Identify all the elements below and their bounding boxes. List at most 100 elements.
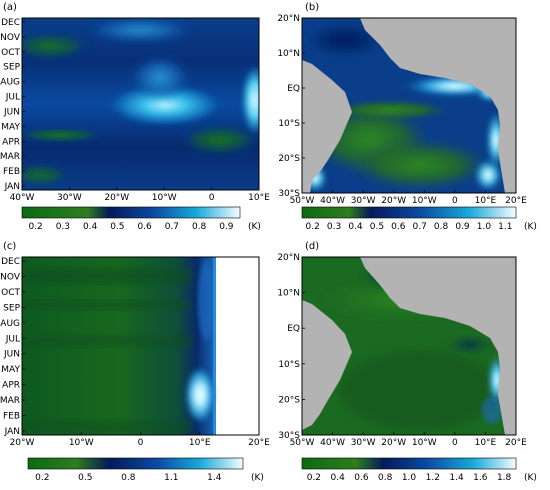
panel-b: (b) 50°W 40°W 30°W 20°W 10°W 0 10°E 20°E 20°N 10°N…	[277, 2, 527, 206]
panel-b-ytick-label: 20°S	[278, 154, 300, 164]
colorbar-c-tick: 0.8	[121, 473, 136, 483]
panel-c-xtick-label: 20°W	[10, 438, 35, 448]
colorbar-a-tick: 0.6	[137, 222, 152, 232]
panel-a-xtick-label: 10°W	[152, 193, 177, 203]
colorbar-a-tick: 0.4	[83, 222, 98, 232]
panel-d: (d) 50°W 40°W 30°W 20°W 10°W 0 10°E 20°E 20°N 10°N…	[277, 241, 527, 448]
panel-b-xtick-label: 50°W	[290, 196, 315, 206]
panel-c-field	[22, 257, 259, 435]
colorbar-d: 0.2 0.4 0.6 0.8 1.0 1.2 1.4 1.6 1.8 (K)	[301, 457, 537, 483]
panel-d-frame	[301, 256, 517, 436]
panel-c-ytick-label: MAR	[0, 396, 20, 406]
panel-a-xtick-label: 30°W	[57, 193, 82, 203]
panel-a-ytick-label: OCT	[1, 48, 20, 58]
colorbar-d-tick: 0.2	[307, 473, 321, 483]
colorbar-c-tick: 1.4	[207, 473, 222, 483]
colorbar-a-tick: 0.9	[219, 222, 234, 232]
panel-c-ytick-label: JUN	[3, 350, 20, 360]
panel-a-frame	[21, 17, 260, 191]
panel-c-ytick-label: MAY	[1, 365, 20, 375]
panel-b-axes: (b) 50°W 40°W 30°W 20°W 10°W 0 10°E 20°E 20°N 10°N…	[277, 2, 527, 206]
colorbar-c-tick: 0.2	[35, 473, 49, 483]
colorbar-c-tick: 0.5	[78, 473, 92, 483]
panel-a-field	[22, 18, 259, 190]
panel-b-xtick-label: 0	[452, 196, 458, 206]
panel-d-ytick-label: 10°N	[277, 289, 300, 299]
colorbar-d-tick: 1.0	[402, 473, 417, 483]
panel-a-xtick-label: 40°W	[10, 193, 35, 203]
panel-b-ytick-label: 30°S	[278, 189, 300, 199]
panel-c-ytick-label: FEB	[3, 412, 20, 422]
panel-c-label: (c)	[3, 241, 16, 252]
panel-d-ytick-label: 20°S	[278, 395, 300, 405]
colorbar-d-tick: 0.8	[378, 473, 393, 483]
panel-a-ytick-label: NOV	[0, 33, 21, 43]
panel-d-ytick-label: EQ	[287, 324, 300, 334]
panel-a-ytick-label: JAN	[4, 182, 20, 192]
colorbar-b-tick: 0.7	[413, 222, 427, 232]
panel-c-ytick-label: JUL	[5, 334, 20, 344]
panel-a: (a) 40°W 30°W 20°W 10°W 0 10°E JAN FEB MAR APR MAY J…	[0, 2, 270, 203]
panel-a-label: (a)	[3, 2, 17, 13]
colorbar-d-tick: 0.4	[331, 473, 346, 483]
panel-b-xtick-label: 30°W	[351, 196, 376, 206]
colorbar-b: 0.2 0.3 0.4 0.5 0.6 0.7 0.8 0.9 1.0 1.1 (K)	[301, 206, 537, 232]
colorbar-b-tick: 0.8	[434, 222, 449, 232]
panel-d-label: (d)	[305, 241, 319, 252]
colorbar-c-unit: (K)	[251, 473, 264, 483]
panel-b-xtick-label: 10°E	[475, 196, 497, 206]
colorbar-d-tick: 0.6	[354, 473, 369, 483]
panel-a-ytick-label: JUN	[3, 107, 20, 117]
panel-a-xtick-label: 20°W	[104, 193, 129, 203]
panel-c: (c) 20°W 10°W 0 10°E 20°E JAN FEB MAR APR MAY JUN JU…	[0, 241, 270, 448]
panel-d-xtick-label: 50°W	[290, 438, 315, 448]
panel-b-ytick-label: 10°S	[278, 119, 300, 129]
panel-b-label: (b)	[305, 2, 319, 13]
panel-b-field	[302, 18, 516, 193]
panel-c-ytick-label: NOV	[0, 272, 21, 282]
colorbar-c-tick: 1.1	[164, 473, 178, 483]
colorbar-b-tick: 1.0	[477, 222, 492, 232]
panel-c-ytick-label: SEP	[3, 303, 20, 313]
panel-a-ytick-label: JUL	[5, 93, 20, 103]
colorbar-b-tick: 0.9	[455, 222, 470, 232]
panel-c-ytick-label: APR	[2, 381, 20, 391]
panel-b-ytick-label: EQ	[287, 84, 300, 94]
panel-d-ytick-label: 30°S	[278, 431, 300, 441]
panel-b-ytick-label: 20°N	[277, 14, 300, 24]
panel-a-axes: (a) 40°W 30°W 20°W 10°W 0 10°E JAN FEB MAR APR MAY J…	[0, 2, 270, 203]
panel-d-xtick-label: 10°W	[412, 438, 437, 448]
panel-b-ytick-label: 10°N	[277, 49, 300, 59]
colorbar-a-tick: 0.5	[110, 222, 124, 232]
panel-d-ytick-label: 10°S	[278, 360, 300, 370]
colorbar-d-tick: 1.8	[497, 473, 512, 483]
panel-a-xtick-label: 0	[209, 193, 215, 203]
panel-c-ytick-label: AUG	[0, 319, 20, 329]
panel-d-xtick-label: 20°E	[505, 438, 527, 448]
colorbar-d-tick: 1.6	[473, 473, 488, 483]
panel-d-xtick-label: 10°E	[475, 438, 497, 448]
panel-b-xtick-label: 20°W	[381, 196, 406, 206]
panel-b-xtick-label: 10°W	[412, 196, 437, 206]
panel-c-ytick-label: JAN	[4, 427, 20, 437]
panel-b-frame	[301, 17, 517, 194]
panel-a-ytick-label: MAR	[0, 152, 20, 162]
colorbar-b-tick: 1.1	[498, 222, 512, 232]
panel-c-xtick-label: 20°E	[248, 438, 270, 448]
panel-d-ytick-label: 20°N	[277, 253, 300, 263]
panel-a-ytick-label: APR	[2, 137, 20, 147]
colorbar-b-tick: 0.2	[306, 222, 320, 232]
panel-d-xtick-label: 40°W	[320, 438, 345, 448]
panel-d-xtick-label: 30°W	[351, 438, 376, 448]
panel-c-axes: (c) 20°W 10°W 0 10°E 20°E JAN FEB MAR APR MAY JUN JU…	[0, 241, 270, 448]
colorbar-a-tick: 0.2	[28, 222, 42, 232]
colorbar-a-tick: 0.8	[192, 222, 207, 232]
colorbar-b-tick: 0.3	[327, 222, 341, 232]
colorbar-d-tick: 1.4	[449, 473, 464, 483]
panel-a-xtick-label: 10°E	[248, 193, 270, 203]
colorbar-a-tick: 0.3	[56, 222, 70, 232]
colorbar-b-tick: 0.6	[391, 222, 406, 232]
panel-a-ytick-label: AUG	[0, 78, 20, 88]
colorbar-c: 0.2 0.5 0.8 1.1 1.4 (K)	[27, 457, 264, 483]
